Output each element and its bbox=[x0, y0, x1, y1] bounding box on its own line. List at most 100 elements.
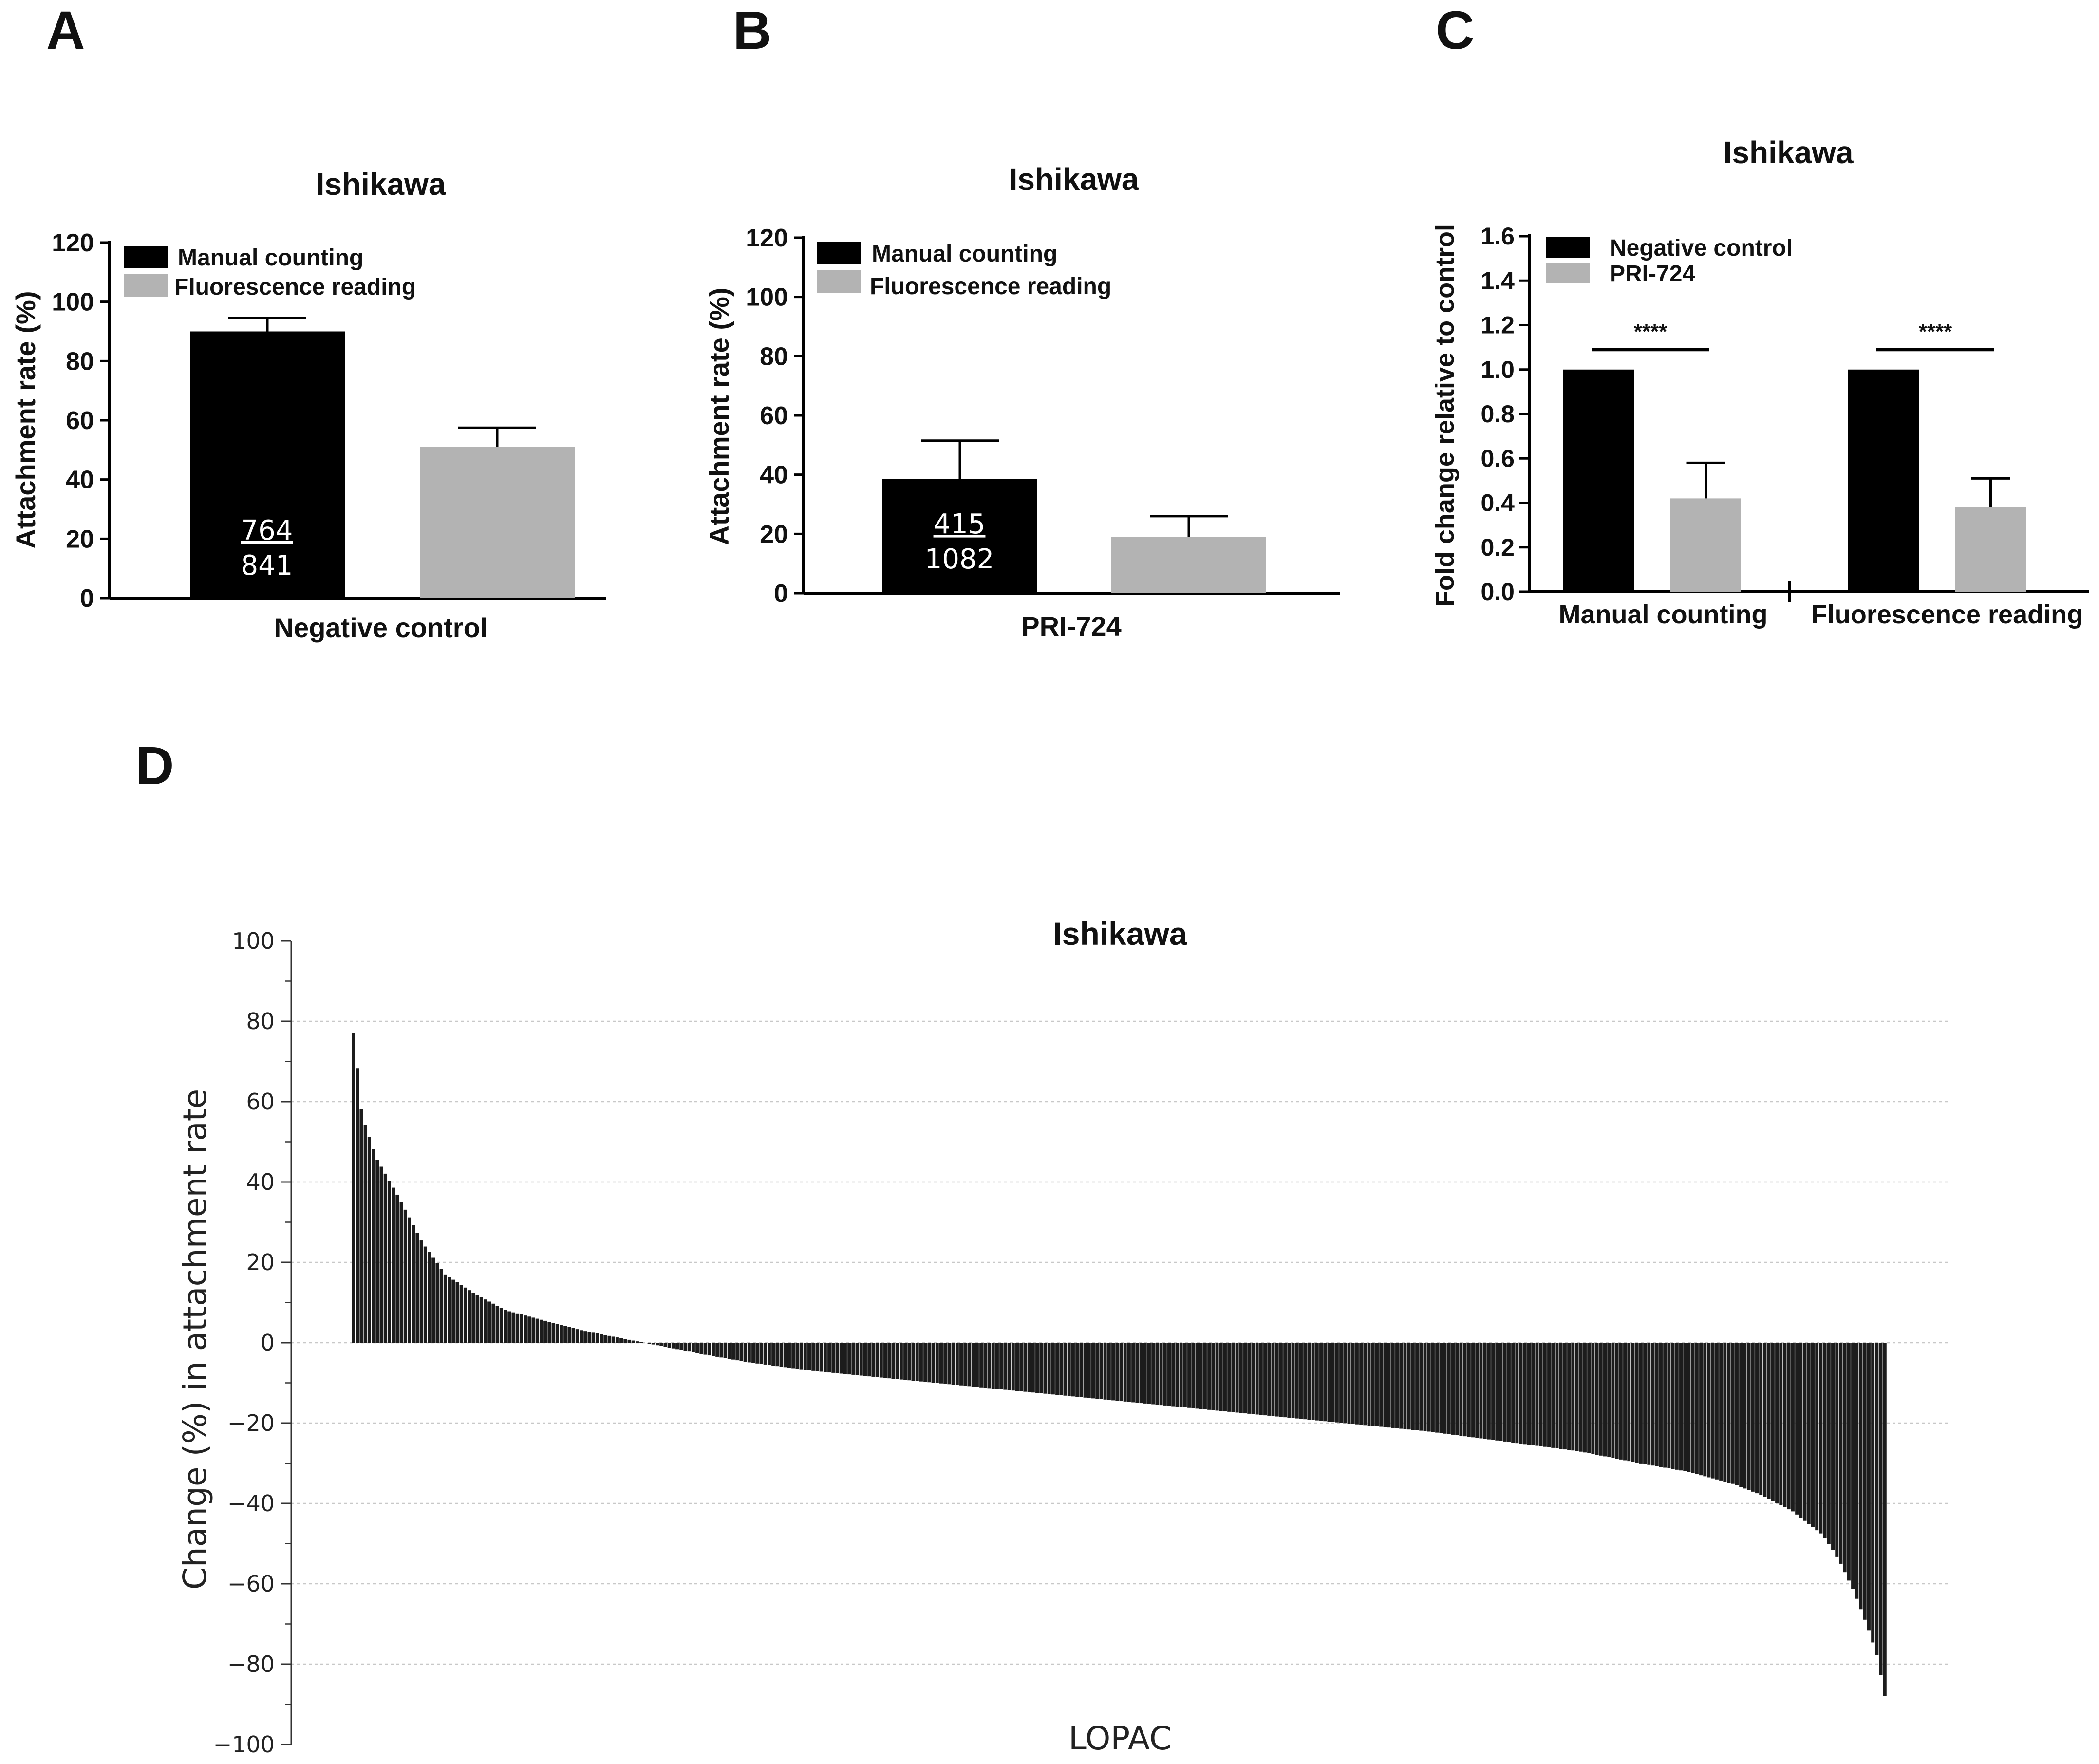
panel-d-bar bbox=[799, 1343, 803, 1370]
panel-d-bar bbox=[1551, 1343, 1555, 1448]
panel-d-bar bbox=[1355, 1343, 1359, 1425]
panel-d-bar bbox=[1815, 1343, 1819, 1531]
panel-d-bar bbox=[459, 1285, 463, 1343]
panel-d-bar bbox=[663, 1343, 667, 1347]
panel-d-bar bbox=[767, 1343, 771, 1366]
panel-a-y-tick-label: 60 bbox=[66, 407, 94, 435]
panel-d-bar bbox=[1215, 1343, 1219, 1411]
panel-d-bar bbox=[1227, 1343, 1231, 1412]
panel-d-bar bbox=[1519, 1343, 1523, 1444]
panel-d-bar bbox=[1299, 1343, 1303, 1419]
panel-b-y-tick-label: 60 bbox=[760, 402, 788, 430]
panel-d-bar bbox=[1687, 1343, 1691, 1472]
panel-d-bar bbox=[487, 1301, 491, 1343]
panel-d-bar bbox=[1871, 1343, 1875, 1643]
panel-d-bar bbox=[967, 1343, 971, 1387]
panel-d-bar bbox=[1695, 1343, 1699, 1475]
panel-d-bar bbox=[795, 1343, 799, 1369]
panel-d-bar bbox=[1627, 1343, 1631, 1462]
panel-d-bar bbox=[963, 1343, 967, 1386]
panel-d-bar bbox=[1503, 1343, 1507, 1442]
panel-d-y-tick-label: −100 bbox=[213, 1731, 275, 1758]
panel-d-bar bbox=[987, 1343, 991, 1389]
panel-d-bar bbox=[1335, 1343, 1339, 1423]
panel-d-bar bbox=[999, 1343, 1003, 1389]
panel-d-bar bbox=[571, 1328, 575, 1343]
panel-d-bar bbox=[719, 1343, 723, 1358]
panel-d-bar bbox=[1847, 1343, 1851, 1581]
panel-d-bar bbox=[939, 1343, 943, 1384]
panel-a-chart: Ishikawa Attachment rate (%) Negative co… bbox=[10, 167, 606, 643]
panel-d-bar bbox=[1343, 1343, 1347, 1424]
panel-d-bar bbox=[1543, 1343, 1547, 1447]
panel-d-bar bbox=[727, 1343, 731, 1359]
panel-d-bar bbox=[1407, 1343, 1411, 1430]
panel-d-bar bbox=[1255, 1343, 1259, 1415]
panel-d-bar bbox=[356, 1068, 359, 1343]
panel-d-bar bbox=[791, 1343, 795, 1369]
panel-d-bar bbox=[1403, 1343, 1407, 1429]
panel-d-bar bbox=[627, 1339, 631, 1343]
panel-d-bar bbox=[359, 1109, 363, 1343]
panel-d-bar bbox=[707, 1343, 711, 1356]
panel-d-bar bbox=[539, 1319, 543, 1343]
panel-c-y-axis-label: Fold change relative to control bbox=[1430, 224, 1460, 607]
panel-d-bar bbox=[1563, 1343, 1567, 1450]
panel-d-bar bbox=[1647, 1343, 1651, 1465]
panel-d-bar bbox=[1003, 1343, 1007, 1390]
panel-d-bar bbox=[1199, 1343, 1203, 1409]
panel-c-legend-swatch-negative-control bbox=[1546, 237, 1590, 258]
panel-d-bar bbox=[735, 1343, 739, 1361]
panel-d-bar bbox=[755, 1343, 759, 1364]
panel-d-bar bbox=[1155, 1343, 1159, 1405]
panel-d-bar bbox=[1711, 1343, 1715, 1479]
panel-a-y-tick-label: 20 bbox=[66, 525, 94, 553]
panel-d-bar bbox=[1487, 1343, 1491, 1440]
panel-d-bar bbox=[635, 1341, 639, 1343]
panel-d-bar bbox=[1659, 1343, 1663, 1467]
panel-c-y-tick-label: 0.2 bbox=[1481, 534, 1515, 561]
panel-d-bar bbox=[363, 1125, 367, 1343]
panel-d-bar bbox=[1315, 1343, 1319, 1421]
panel-c-y-tick-label: 1.2 bbox=[1481, 312, 1515, 339]
panel-d-bar bbox=[1763, 1343, 1767, 1497]
panel-d-bar bbox=[1171, 1343, 1175, 1407]
panel-d-bar bbox=[507, 1311, 511, 1343]
panel-d-bar bbox=[875, 1343, 879, 1377]
panel-d-bar bbox=[1327, 1343, 1331, 1422]
panel-a-bar-label-top: 764 bbox=[241, 515, 293, 546]
panel-d-bar bbox=[1743, 1343, 1747, 1489]
panel-d-bar bbox=[1467, 1343, 1471, 1437]
panel-d-y-tick-label: 20 bbox=[246, 1249, 275, 1276]
panel-d-bar bbox=[903, 1343, 907, 1380]
panel-d-bar bbox=[531, 1317, 535, 1343]
panel-d-bar bbox=[1411, 1343, 1415, 1430]
panel-d-bar bbox=[835, 1343, 839, 1373]
panel-d-bar bbox=[687, 1343, 691, 1352]
panel-d-bar bbox=[883, 1343, 887, 1378]
panel-d-bar bbox=[495, 1306, 499, 1343]
panel-d-bar bbox=[431, 1257, 435, 1343]
panel-d-bar bbox=[783, 1343, 787, 1368]
panel-d-bar bbox=[1007, 1343, 1011, 1390]
panel-d-bar bbox=[843, 1343, 847, 1374]
panel-b-y-tick-label: 40 bbox=[760, 461, 788, 489]
panel-d-bar bbox=[1611, 1343, 1615, 1458]
panel-d-bar bbox=[1655, 1343, 1659, 1466]
panel-d-bar bbox=[879, 1343, 883, 1378]
panel-d-bar bbox=[1027, 1343, 1031, 1392]
panel-d-bar bbox=[615, 1337, 619, 1343]
panel-d-bar bbox=[831, 1343, 835, 1373]
panel-letter-b: B bbox=[733, 0, 771, 60]
panel-d-bar bbox=[1251, 1343, 1255, 1414]
panel-d-bar bbox=[1463, 1343, 1467, 1437]
panel-d-bar bbox=[1879, 1343, 1883, 1675]
panel-d-bar bbox=[851, 1343, 855, 1375]
panel-d-bar bbox=[1419, 1343, 1423, 1431]
panel-d-bar bbox=[415, 1233, 419, 1343]
panel-d-bar bbox=[1703, 1343, 1707, 1477]
panel-d-bar bbox=[1631, 1343, 1635, 1462]
panel-d-bar bbox=[1039, 1343, 1043, 1393]
panel-b-bar-label-bottom: 1082 bbox=[925, 544, 994, 575]
panel-d-y-tick-label: 40 bbox=[246, 1169, 275, 1195]
